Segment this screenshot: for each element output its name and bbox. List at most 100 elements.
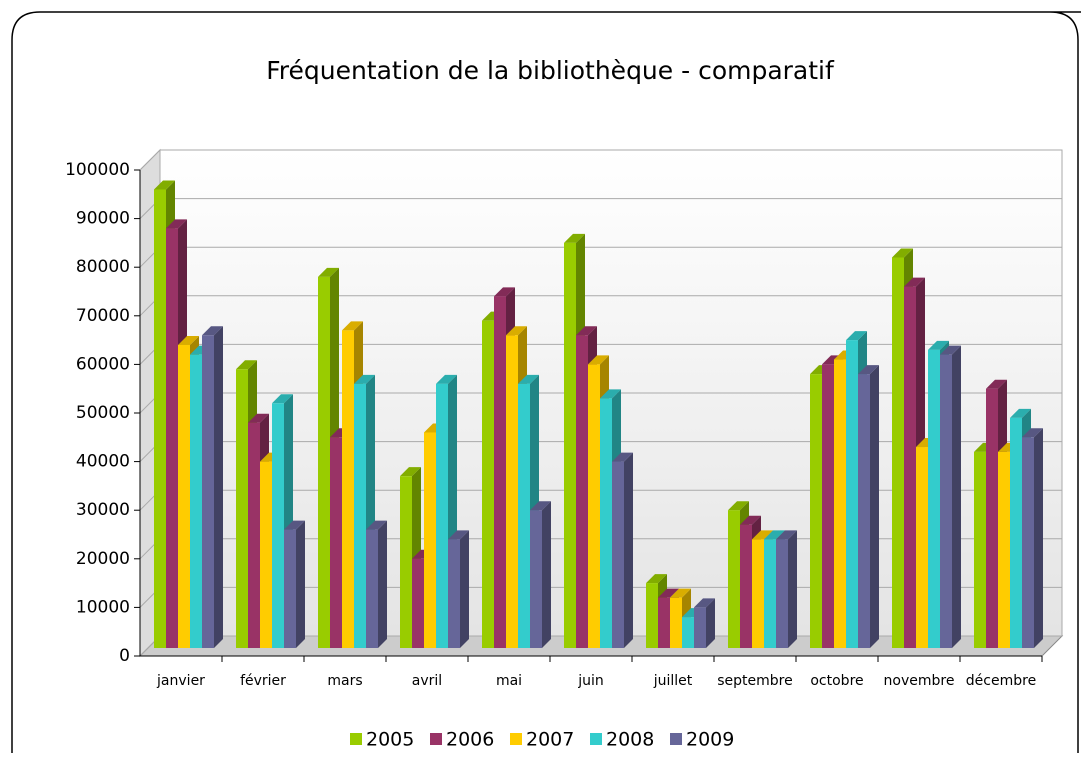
bar-top (576, 326, 597, 336)
bar-side (788, 530, 797, 648)
x-tick-label: décembre (966, 673, 1036, 689)
bar (506, 335, 518, 648)
bar-side (296, 520, 305, 648)
bar-top (342, 321, 363, 331)
y-tick-label: 40000 (76, 452, 130, 472)
y-tick-label: 60000 (76, 354, 130, 374)
bar-side (460, 530, 469, 648)
bar-top (318, 267, 339, 277)
bar (284, 529, 296, 648)
bar (576, 335, 588, 648)
bar-top (564, 233, 585, 243)
bar (202, 335, 214, 648)
y-tick-label: 70000 (76, 306, 130, 326)
x-tick-label: juin (577, 673, 604, 689)
bar (190, 354, 202, 648)
bar (166, 228, 178, 648)
bar (424, 432, 436, 648)
legend-swatch (590, 733, 602, 745)
bar-top (154, 180, 175, 190)
legend-label: 2009 (686, 729, 734, 751)
bar (342, 330, 354, 648)
x-tick-label: février (240, 673, 286, 689)
bar-top (928, 340, 949, 350)
bar-top (1022, 428, 1043, 438)
bar-side (870, 365, 879, 648)
bar (178, 344, 190, 648)
bar (330, 437, 342, 648)
legend-label: 2008 (606, 729, 654, 751)
bar (986, 388, 998, 648)
bar (646, 583, 658, 648)
bar (248, 422, 260, 648)
bar-top (518, 374, 539, 384)
bar (728, 510, 740, 648)
bar (974, 451, 986, 648)
y-tick-label: 100000 (65, 160, 130, 180)
bar (600, 398, 612, 648)
bar (834, 359, 846, 648)
bar (998, 451, 1010, 648)
bar (928, 349, 940, 648)
bar-top (530, 501, 551, 511)
bar-top (600, 389, 621, 399)
bar-top (506, 326, 527, 336)
bar-side (952, 345, 961, 648)
y-tick-label: 50000 (76, 403, 130, 423)
bar-top (494, 287, 515, 297)
bar (612, 461, 624, 648)
x-tick-label: juillet (653, 673, 693, 689)
y-tick-label: 0 (119, 646, 130, 666)
bar (354, 383, 366, 648)
bar (366, 529, 378, 648)
bar-top (166, 219, 187, 229)
bar-side (706, 598, 715, 648)
bar-top (366, 520, 387, 530)
bar (518, 383, 530, 648)
bar-top (670, 588, 691, 598)
bar (764, 539, 776, 648)
chart-title: Fréquentation de la bibliothèque - compa… (266, 56, 835, 85)
bar-top (400, 467, 421, 477)
bar-top (846, 331, 867, 341)
bar-top (236, 360, 257, 370)
x-tick-label: mars (327, 673, 362, 689)
bar (892, 257, 904, 648)
bar-top (986, 379, 1007, 389)
bar (858, 374, 870, 648)
bar-top (752, 530, 773, 540)
bar-top (1010, 408, 1031, 418)
bar-side (214, 326, 223, 648)
bar (412, 558, 424, 648)
bar-top (740, 515, 761, 525)
x-tick-label: janvier (156, 673, 205, 689)
bar (776, 539, 788, 648)
legend-swatch (510, 733, 522, 745)
bar (482, 320, 494, 648)
y-tick-label: 10000 (76, 597, 130, 617)
bar (318, 276, 330, 648)
bar (400, 476, 412, 648)
bar-top (448, 530, 469, 540)
y-tick-label: 80000 (76, 257, 130, 277)
bar-top (272, 394, 293, 404)
bar-top (858, 365, 879, 375)
x-tick-label: octobre (810, 673, 863, 689)
legend-label: 2006 (446, 729, 494, 751)
bar (1010, 417, 1022, 648)
legend-swatch (670, 733, 682, 745)
x-tick-label: septembre (717, 673, 792, 689)
bar (752, 539, 764, 648)
bar (810, 374, 822, 648)
bar (1022, 437, 1034, 648)
bar (940, 354, 952, 648)
legend-label: 2007 (526, 729, 574, 751)
frame (11, 11, 1081, 753)
bar (740, 524, 752, 648)
bar-side (378, 520, 387, 648)
bar-top (354, 374, 375, 384)
bar-top (940, 345, 961, 355)
bar-top (248, 413, 269, 423)
grid-line (139, 149, 1062, 171)
bar-top (612, 452, 633, 462)
